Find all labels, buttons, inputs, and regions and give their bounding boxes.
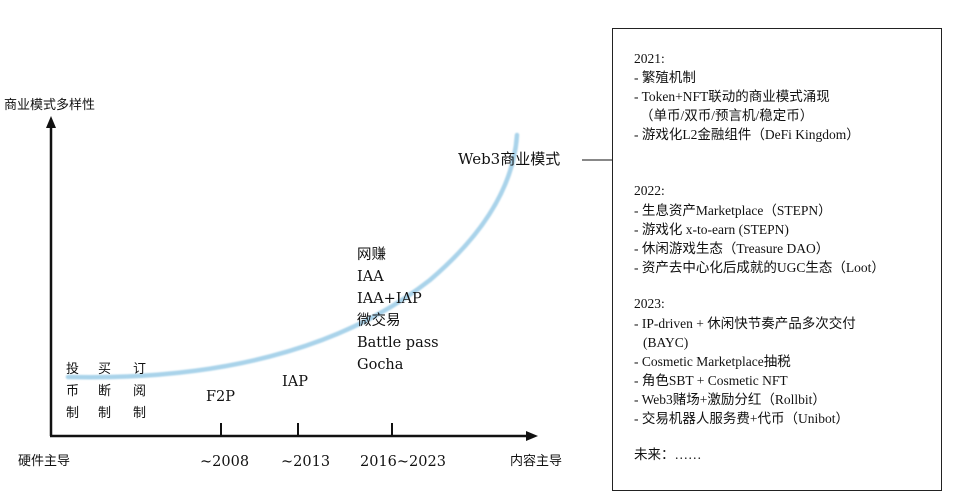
modern-item: IAA+IAP: [357, 291, 422, 307]
modern-item: Battle pass: [357, 335, 439, 351]
panel-2021-item: - 游戏化L2金融组件（DeFi Kingdom）: [634, 127, 860, 142]
panel-future: 未来：……: [634, 447, 702, 462]
panel-2023-item: - IP-driven + 休闲快节奏产品多次交付: [634, 316, 856, 331]
char: 制: [133, 406, 147, 421]
modern-item: Gocha: [357, 357, 404, 373]
stage-web3: Web3商业模式: [458, 150, 561, 168]
y-axis-label: 商业模式多样性: [4, 98, 96, 113]
panel-2023-item: - Web3赌场+激励分红（Rollbit）: [634, 392, 826, 407]
stage-modern-list: 网赚 IAA IAA+IAP 微交易 Battle pass Gocha: [357, 244, 439, 376]
char: 制: [98, 406, 112, 421]
panel-2023-item: - Cosmetic Marketplace抽税: [634, 354, 791, 369]
x-axis-end-label: 内容主导: [510, 454, 563, 469]
char: 阅: [133, 384, 147, 399]
char: 断: [98, 384, 112, 399]
growth-curve: [65, 132, 520, 380]
panel-2022-item: - 游戏化 x-to-earn (STEPN): [634, 222, 789, 237]
modern-item: 网赚: [357, 247, 386, 263]
tick-label-2013: ~2013: [281, 454, 331, 470]
model-coin-op: 投 币 制: [66, 359, 79, 425]
panel-2022-title: 2022:: [634, 183, 665, 198]
x-axis-arrow-icon: [526, 431, 538, 441]
panel-2023-title: 2023:: [634, 296, 665, 311]
char: 订: [133, 362, 147, 377]
stage-iap: IAP: [282, 374, 308, 390]
tick-label-2016-2023: 2016~2023: [360, 454, 446, 470]
x-axis-start-label: 硬件主导: [18, 454, 71, 469]
tick-label-2008: ~2008: [200, 454, 250, 470]
y-axis-arrow-icon: [46, 116, 56, 128]
panel-2021-item: - 繁殖机制: [634, 70, 696, 85]
char: 投: [66, 362, 80, 377]
model-subscription: 订 阅 制: [133, 359, 146, 425]
modern-item: IAA: [357, 269, 384, 285]
panel-2023-item: - 角色SBT + Cosmetic NFT: [634, 373, 788, 388]
web3-detail-panel: [612, 28, 942, 491]
panel-2022-item: - 资产去中心化后成就的UGC生态（Loot）: [634, 260, 885, 275]
modern-item: 微交易: [357, 313, 401, 329]
char: 制: [66, 406, 80, 421]
panel-2021-title: 2021:: [634, 51, 665, 66]
stage-f2p: F2P: [206, 389, 236, 405]
panel-2022-item: - 休闲游戏生态（Treasure DAO）: [634, 241, 830, 256]
model-buyout: 买 断 制: [98, 359, 111, 425]
panel-2021-item: - Token+NFT联动的商业模式涌现: [634, 89, 830, 104]
panel-2023-item: (BAYC): [643, 335, 689, 350]
char: 买: [98, 362, 112, 377]
char: 币: [66, 384, 80, 399]
panel-2022-item: - 生息资产Marketplace（STEPN）: [634, 203, 832, 218]
panel-2021-item: （单币/双币/预言机/稳定币）: [640, 108, 814, 123]
panel-2023-item: - 交易机器人服务费+代币（Unibot）: [634, 411, 849, 426]
